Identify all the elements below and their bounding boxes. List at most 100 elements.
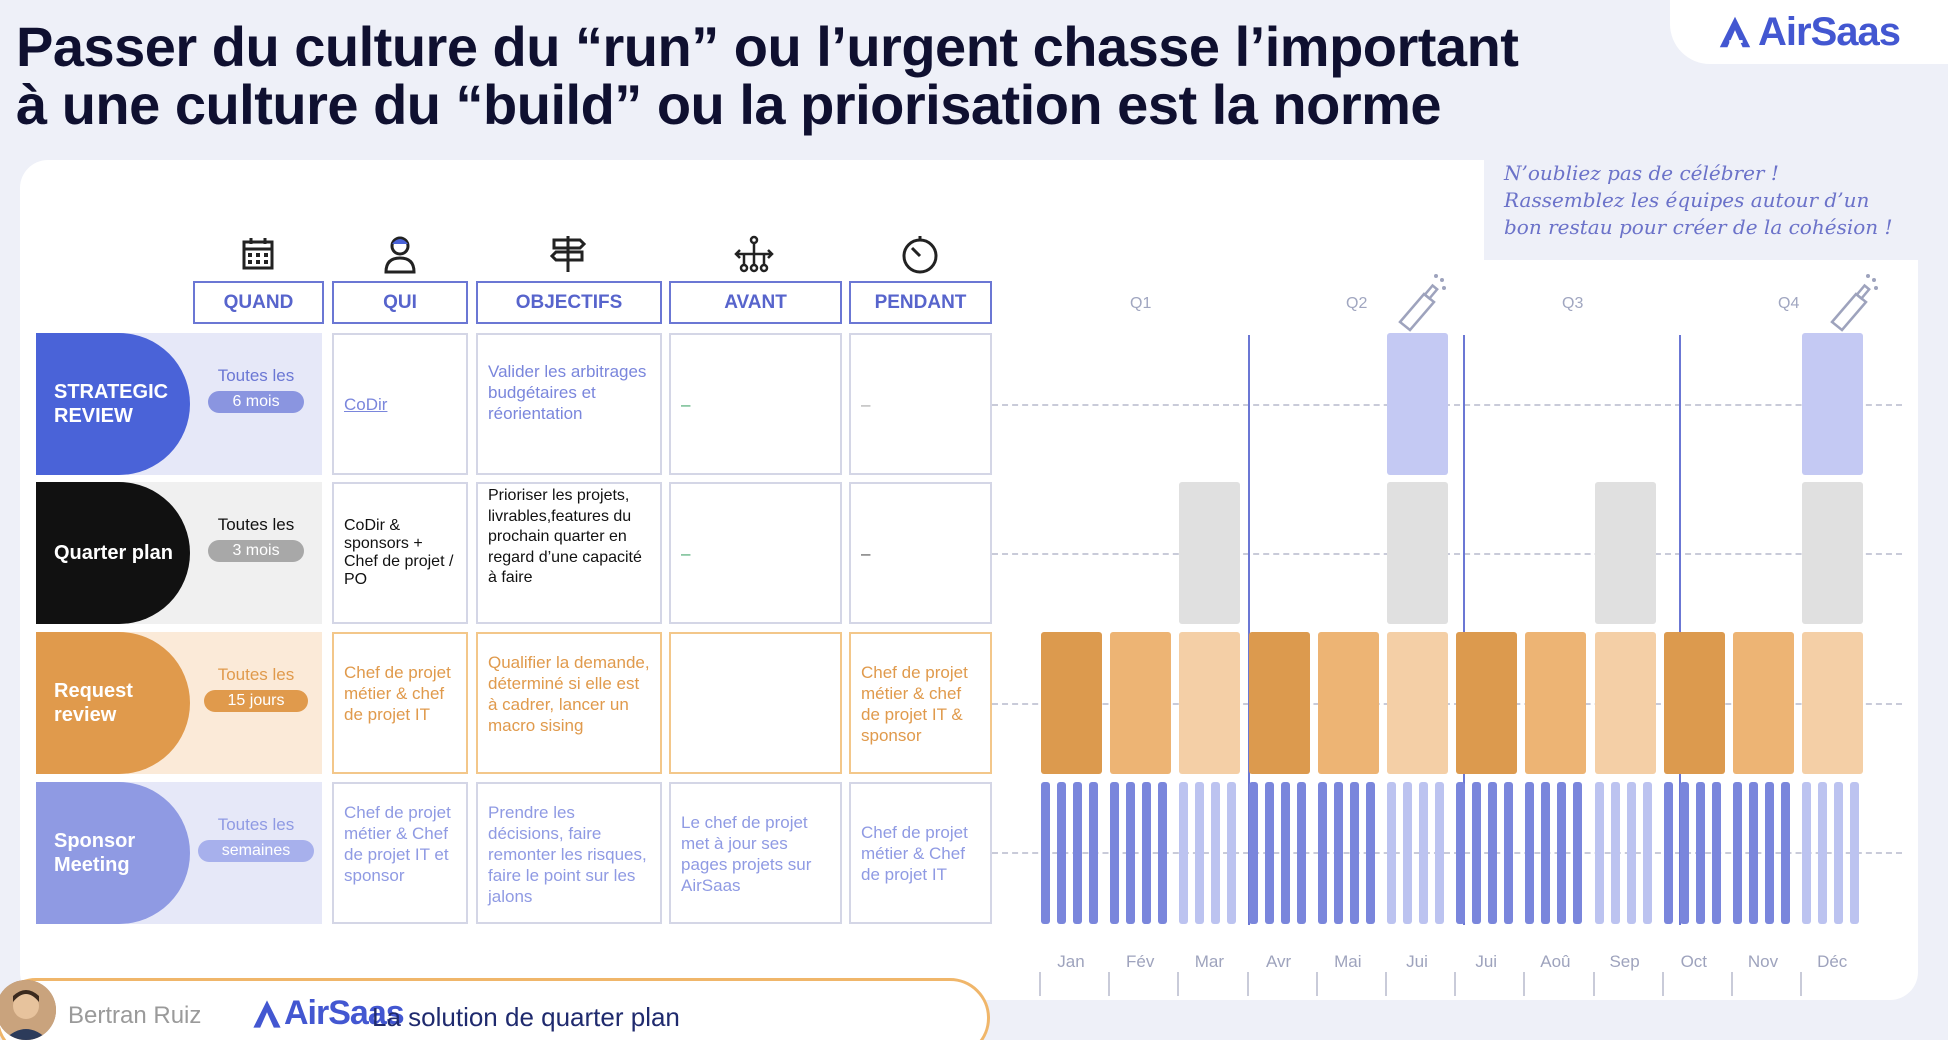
cell-qui-quarter: CoDir & sponsors + Chef de projet / PO	[332, 482, 468, 624]
frequency-request: Toutes les 15 jours	[196, 665, 316, 712]
sponsor-meeting-bar	[1818, 782, 1828, 924]
footer-tagline: La solution de quarter plan	[372, 1002, 680, 1032]
sponsor-meeting-bar	[1073, 782, 1082, 924]
column-header-qui: QUI	[332, 281, 468, 324]
sponsor-meeting-bar	[1594, 782, 1604, 924]
request-review-block	[1733, 632, 1794, 774]
request-review-block	[1179, 632, 1241, 774]
cell-avant-strategic: –	[669, 333, 842, 475]
month-label: Jui	[1475, 952, 1498, 971]
quarter-separator	[1248, 335, 1250, 925]
title-line-2: à une culture du “build” ou la priorisat…	[16, 73, 1442, 136]
footer-brand-name: AirSaas	[284, 994, 405, 1032]
quarter-plan-block	[1179, 482, 1241, 624]
sponsor-meeting-bar	[1317, 782, 1327, 924]
request-review-block	[1525, 632, 1587, 774]
sponsor-meeting-bar	[1419, 782, 1428, 924]
month-label: Oct	[1680, 952, 1708, 971]
cell-objectifs-sponsor: Prendre les décisions, faire remonter le…	[476, 782, 662, 924]
month-tick	[1039, 972, 1041, 996]
calendar-icon	[242, 238, 274, 270]
month-tick	[1177, 972, 1180, 996]
row-title-request-review: Request review	[36, 632, 190, 774]
presenter-avatar-icon	[0, 980, 56, 1040]
network-icon	[734, 235, 774, 273]
avatar	[0, 980, 56, 1040]
sponsor-meeting-bar	[1142, 782, 1152, 924]
column-header-avant: AVANT	[669, 281, 842, 324]
sponsor-meeting-bar	[1472, 782, 1482, 924]
month-label: Jui	[1406, 952, 1428, 971]
footer-brand: AirSaas	[250, 994, 405, 1033]
month-label: Jan	[1057, 952, 1085, 971]
strategic-review-block	[1387, 333, 1448, 475]
request-review-block	[1317, 632, 1379, 774]
sponsor-meeting-bar	[1626, 782, 1636, 924]
title-line-1: Passer du culture du “run” ou l’urgent c…	[16, 15, 1519, 78]
sponsor-meeting-bar	[1387, 782, 1396, 924]
presenter-name: Bertran Ruiz	[68, 1002, 202, 1029]
sponsor-meeting-bar	[1781, 782, 1790, 924]
row-guide-sponsor	[992, 852, 1902, 854]
sponsor-meeting-bar	[1365, 782, 1375, 924]
cell-avant-quarter: –	[669, 482, 842, 624]
sponsor-meeting-bar	[1679, 782, 1689, 924]
sponsor-meeting-bar	[1573, 782, 1583, 924]
month-label: Mai	[1334, 952, 1362, 971]
frequency-label: Toutes les	[217, 815, 295, 834]
month-tick	[1523, 972, 1526, 996]
sponsor-meeting-bar	[1642, 782, 1652, 924]
request-review-block	[1802, 632, 1864, 774]
sponsor-meeting-bar	[1280, 782, 1290, 924]
sponsor-meeting-bar	[1802, 782, 1812, 924]
cell-objectifs-quarter: Prioriser les projets, livrables,feature…	[476, 482, 662, 624]
person-icon	[384, 236, 416, 274]
sponsor-meeting-bar	[1110, 782, 1120, 924]
sponsor-meeting-bar	[1435, 782, 1444, 924]
brand-logo: AirSaas	[1670, 0, 1948, 64]
sponsor-meeting-bar	[1195, 782, 1205, 924]
column-header-pendant: PENDANT	[849, 281, 992, 324]
month-label: Déc	[1817, 952, 1848, 971]
frequency-quarter: Toutes les 3 mois	[196, 515, 316, 562]
month-tick	[1246, 972, 1249, 996]
sponsor-meeting-bar	[1504, 782, 1514, 924]
cell-objectifs-request: Qualifier la demande, déterminé si elle …	[476, 632, 662, 774]
cell-objectifs-strategic: Valider les arbitrages budgétaires et ré…	[476, 333, 662, 475]
sponsor-meeting-bar	[1711, 782, 1721, 924]
sponsor-meeting-bar	[1264, 782, 1274, 924]
sponsor-meeting-bar	[1663, 782, 1673, 924]
cell-qui-strategic: CoDir	[332, 333, 468, 475]
month-tick	[1661, 972, 1664, 996]
quarter-label-q1: Q1	[1130, 295, 1152, 312]
sponsor-meeting-bar	[1158, 782, 1168, 924]
airsaas-logo-icon	[253, 999, 281, 1028]
sponsor-meeting-bar	[1488, 782, 1498, 924]
month-tick	[1108, 972, 1111, 996]
request-review-block	[1663, 632, 1725, 774]
strategic-review-block	[1802, 333, 1864, 475]
sponsor-meeting-bar	[1695, 782, 1705, 924]
month-label: Aoû	[1540, 952, 1571, 971]
cell-pendant-quarter: –	[849, 482, 992, 624]
sponsor-meeting-bar	[1525, 782, 1535, 924]
quarter-plan-block	[1594, 482, 1656, 624]
sponsor-meeting-bar	[1749, 782, 1758, 924]
sponsor-meeting-bar	[1456, 782, 1466, 924]
airsaas-logo-icon	[1719, 16, 1751, 48]
row-title-sponsor-meeting: Sponsor Meeting	[36, 782, 190, 924]
column-header-objectifs: OBJECTIFS	[476, 281, 662, 324]
sponsor-meeting-bar	[1126, 782, 1136, 924]
sponsor-meeting-bar	[1211, 782, 1221, 924]
sponsor-meeting-bar	[1733, 782, 1742, 924]
sponsor-meeting-bar	[1610, 782, 1620, 924]
cell-avant-request	[669, 632, 842, 774]
month-tick	[1454, 972, 1457, 996]
row-title-quarter-plan: Quarter plan	[36, 482, 190, 624]
sponsor-meeting-bar	[1296, 782, 1306, 924]
frequency-sponsor: Toutes les semaines	[196, 815, 316, 862]
sponsor-meeting-bar	[1248, 782, 1258, 924]
quarter-label-q2: Q2	[1346, 295, 1368, 312]
month-label: Fév	[1126, 952, 1155, 971]
frequency-period-badge: semaines	[197, 840, 315, 862]
